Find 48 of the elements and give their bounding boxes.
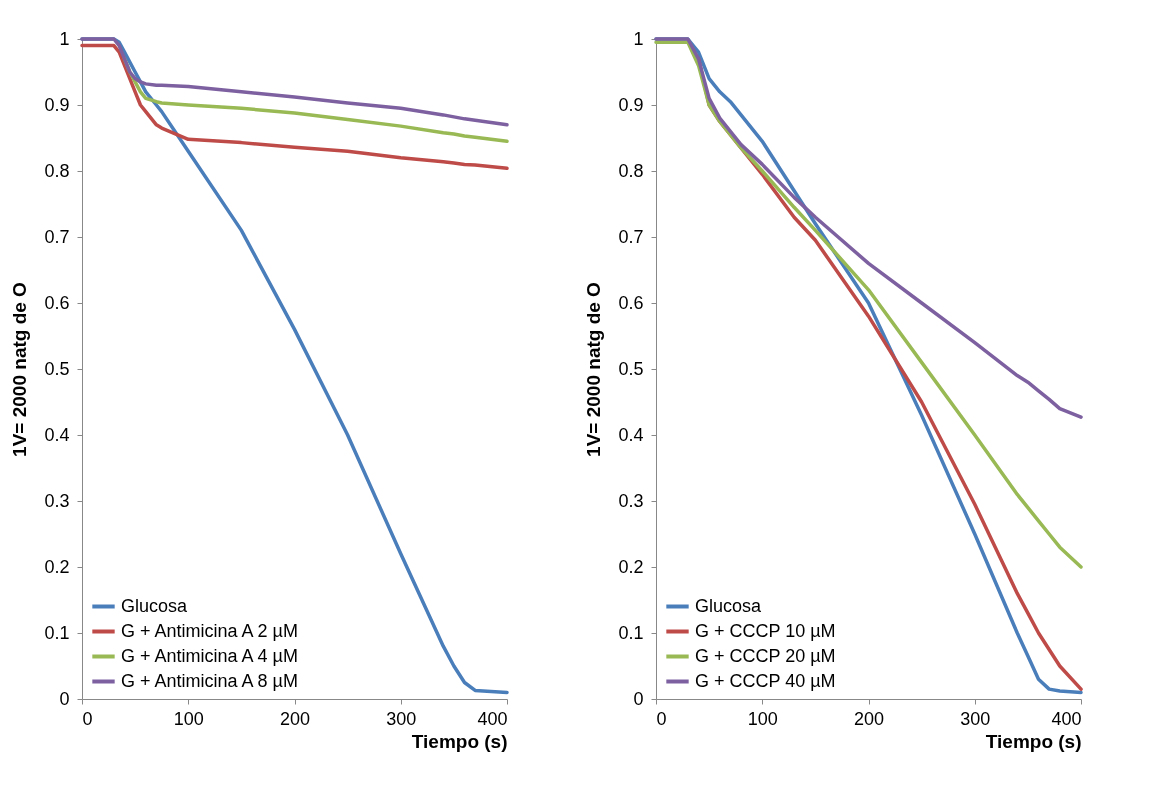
line-series	[80, 43, 509, 171]
y-tick-label: 0.4	[44, 424, 70, 445]
y-tick-label: 0.7	[44, 226, 70, 247]
legend-label: G + Antimicina A 8 µM	[121, 670, 298, 691]
x-tick-label: 400	[477, 708, 508, 729]
x-tick-label: 100	[747, 708, 778, 729]
line-series	[654, 37, 1083, 419]
y-tick-label: 0.8	[618, 160, 644, 181]
x-tick-label: 0	[82, 708, 93, 729]
x-axis-title: Tiempo (s)	[985, 730, 1082, 752]
y-tick-label: 0.9	[618, 94, 644, 115]
y-tick-label: 0.3	[44, 490, 70, 511]
legend-label: Glucosa	[121, 595, 189, 616]
y-tick-label: 1	[59, 28, 70, 49]
y-tick-label: 0.8	[44, 160, 70, 181]
legend-label: G + Antimicina A 2 µM	[121, 620, 298, 641]
line-series	[654, 40, 1083, 569]
legend-label: G + CCCP 20 µM	[695, 645, 836, 666]
legend-label: Glucosa	[695, 595, 763, 616]
y-tick-label: 0.3	[618, 490, 644, 511]
y-tick-label: 0.6	[618, 292, 644, 313]
x-tick-label: 300	[386, 708, 417, 729]
x-tick-label: 200	[853, 708, 885, 729]
y-tick-label: 0.2	[44, 556, 70, 577]
y-tick-label: 0.4	[618, 424, 644, 445]
y-tick-label: 0.2	[618, 556, 644, 577]
y-tick-label: 0.5	[618, 358, 644, 379]
y-tick-label: 0.1	[44, 622, 70, 643]
y-tick-label: 0.7	[618, 226, 644, 247]
x-tick-label: 200	[279, 708, 311, 729]
x-tick-label: 100	[173, 708, 204, 729]
x-tick-label: 300	[960, 708, 991, 729]
x-tick-label: 400	[1051, 708, 1082, 729]
x-tick-label: 0	[656, 708, 667, 729]
legend-label: G + CCCP 10 µM	[695, 620, 836, 641]
line-series	[80, 37, 509, 127]
legend-label: G + Antimicina A 4 µM	[121, 645, 298, 666]
y-tick-label: 0.5	[44, 358, 70, 379]
y-tick-label: 0	[633, 688, 644, 709]
y-tick-label: 1	[633, 28, 644, 49]
y-tick-label: 0.1	[618, 622, 644, 643]
legend-label: G + CCCP 40 µM	[695, 670, 836, 691]
x-axis-title: Tiempo (s)	[411, 730, 508, 752]
y-axis-title: 1V= 2000 natg de O	[9, 282, 31, 457]
y-axis-title: 1V= 2000 natg de O	[583, 282, 605, 457]
y-tick-label: 0	[59, 688, 70, 709]
y-tick-label: 0.9	[44, 94, 70, 115]
y-tick-label: 0.6	[44, 292, 70, 313]
